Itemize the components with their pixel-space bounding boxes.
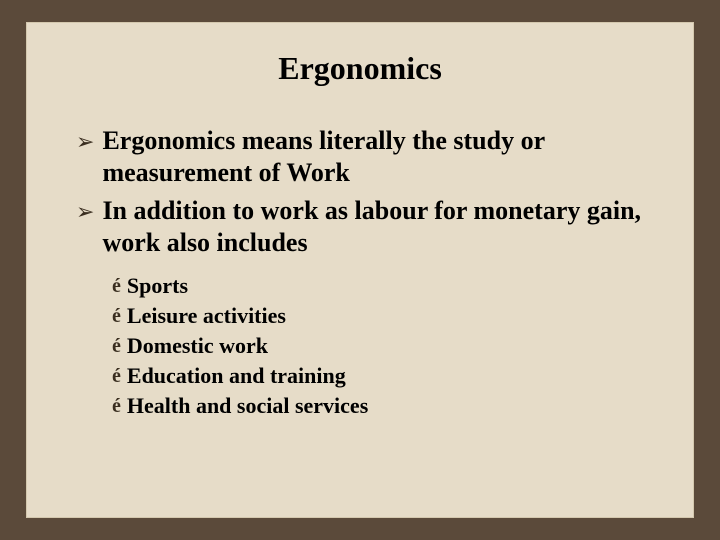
main-item-1: ➢ In addition to work as labour for mone…	[76, 195, 654, 259]
sub-bullet-icon: é	[112, 333, 121, 359]
sub-item-2: é Domestic work	[112, 333, 694, 359]
arrow-bullet-icon: ➢	[76, 127, 94, 157]
sub-item-3: é Education and training	[112, 363, 694, 389]
sub-list: é Sports é Leisure activities é Domestic…	[112, 273, 694, 419]
main-item-0: ➢ Ergonomics means literally the study o…	[76, 125, 654, 189]
sub-bullet-icon: é	[112, 363, 121, 389]
sub-item-text: Sports	[127, 273, 188, 299]
sub-item-text: Leisure activities	[127, 303, 286, 329]
sub-item-4: é Health and social services	[112, 393, 694, 419]
sub-bullet-icon: é	[112, 303, 121, 329]
sub-item-text: Domestic work	[127, 333, 268, 359]
slide-title: Ergonomics	[26, 50, 694, 87]
sub-bullet-icon: é	[112, 393, 121, 419]
main-item-text: In addition to work as labour for moneta…	[102, 195, 654, 259]
slide-paper: Ergonomics ➢ Ergonomics means literally …	[26, 22, 694, 518]
sub-bullet-icon: é	[112, 273, 121, 299]
slide-frame: Ergonomics ➢ Ergonomics means literally …	[0, 0, 720, 540]
arrow-bullet-icon: ➢	[76, 197, 94, 227]
sub-item-text: Education and training	[127, 363, 346, 389]
sub-item-0: é Sports	[112, 273, 694, 299]
main-list: ➢ Ergonomics means literally the study o…	[76, 125, 654, 259]
sub-item-text: Health and social services	[127, 393, 368, 419]
main-item-text: Ergonomics means literally the study or …	[102, 125, 654, 189]
sub-item-1: é Leisure activities	[112, 303, 694, 329]
